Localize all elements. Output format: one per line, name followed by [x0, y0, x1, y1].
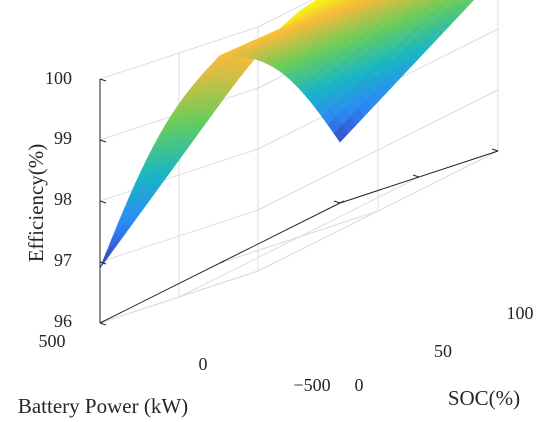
z-tick-mark [99, 322, 107, 326]
z-tick-label: 100 [45, 68, 72, 88]
z-tick-mark [99, 139, 107, 143]
z-tick-label: 97 [54, 250, 72, 270]
x-tick-label: −500 [293, 375, 330, 395]
y-axis-ticks: 0 50 100 [355, 303, 534, 395]
x-tick-mark [99, 320, 105, 324]
axes-frame [99, 78, 499, 326]
y-tick-label: 50 [434, 341, 452, 361]
z-tick-mark [99, 200, 107, 204]
x-axis-label: Battery Power (kW) [18, 394, 188, 418]
z-tick-label: 98 [54, 189, 72, 209]
x-tick-label: 500 [39, 331, 66, 351]
grid-line [257, 150, 499, 272]
z-axis-label: Efficiency(%) [24, 144, 48, 263]
z-tick-mark [99, 261, 107, 265]
y-axis-label: SOC(%) [448, 386, 520, 410]
z-axis-ticks: 96 97 98 99 100 [45, 68, 72, 331]
y-tick-label: 0 [355, 375, 364, 395]
surface-patch [99, 242, 115, 269]
y-tick-mark [412, 174, 420, 178]
x-tick-mark [219, 260, 225, 264]
z-tick-label: 96 [54, 311, 72, 331]
y-tick-mark [491, 148, 499, 152]
y-tick-mark [333, 200, 341, 204]
surface-patch [333, 124, 349, 143]
z-tick-mark [99, 78, 107, 82]
z-tick-label: 99 [54, 128, 72, 148]
x-tick-label: 0 [199, 354, 208, 374]
grid-line [178, 176, 420, 298]
x-tick-mark [339, 200, 345, 204]
x-axis-ticks: 500 0 −500 [39, 331, 331, 395]
y-tick-label: 100 [507, 303, 534, 323]
efficiency-surface [99, 0, 475, 269]
grid-line [257, 0, 314, 28]
